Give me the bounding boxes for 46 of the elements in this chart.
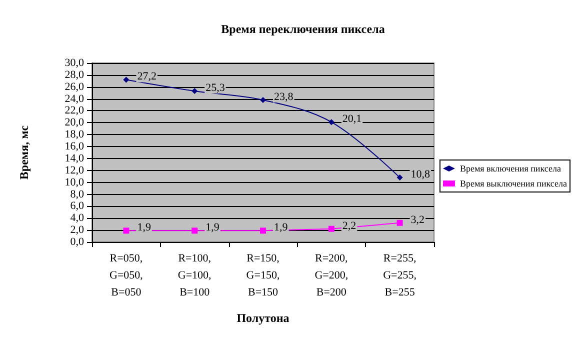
point [192, 88, 198, 94]
y-tick-label: 24,0 [64, 92, 84, 105]
legend-label: Время выключения пиксела [460, 178, 568, 188]
data-label: 1,9 [137, 222, 152, 234]
point [123, 76, 130, 83]
point [328, 226, 334, 232]
y-tick-label: 18,0 [64, 128, 84, 141]
data-label: 1,9 [206, 222, 220, 234]
y-tick-label: 4,0 [70, 212, 84, 224]
point [260, 228, 266, 234]
point [260, 96, 266, 103]
y-tick-label: 2,0 [70, 224, 84, 236]
y-tick-label: 6,0 [70, 200, 84, 212]
data-label: 1,9 [274, 222, 288, 234]
y-tick-label: 30,0 [64, 57, 84, 69]
point [123, 228, 130, 234]
x-tick-label: R=100, G=100, B=100 [178, 252, 212, 298]
data-label: 23,8 [274, 90, 294, 103]
data-label: 10,8 [410, 168, 431, 181]
y-axis-title: Время, мс [17, 124, 31, 180]
x-tick-label: R=255, G=255, B=255 [383, 252, 417, 298]
y-tick-label: 26,0 [64, 80, 84, 93]
y-tick-label: 12,0 [64, 164, 84, 176]
x-axis-title: Полутона [236, 311, 290, 325]
data-label: 20,1 [342, 113, 362, 126]
data-label: 27,2 [137, 70, 156, 83]
point [396, 174, 403, 181]
y-tick-label: 22,0 [64, 104, 84, 117]
y-tick-label: 14,0 [64, 152, 84, 164]
y-tick-label: 8,0 [70, 188, 84, 200]
data-label: 2,2 [342, 220, 356, 232]
point [396, 220, 403, 226]
y-tick-label: 0,0 [70, 236, 84, 248]
x-tick-label: R=150, G=150, B=150 [246, 252, 280, 298]
data-label: 3,2 [410, 214, 425, 226]
x-tick-label: R=200, G=200, B=200 [314, 252, 348, 298]
y-tick-label: 28,0 [64, 68, 84, 81]
point [328, 119, 334, 126]
point [192, 228, 198, 234]
legend-label: Время включения пиксела [460, 164, 561, 174]
y-tick-label: 20,0 [64, 116, 84, 129]
data-label: 25,3 [206, 82, 226, 94]
x-tick-label: R=050, G=050, B=050 [109, 252, 144, 298]
y-tick-label: 16,0 [64, 140, 84, 153]
chart-title: Время переключения пиксела [221, 22, 385, 36]
y-tick-label: 10,0 [64, 176, 84, 188]
